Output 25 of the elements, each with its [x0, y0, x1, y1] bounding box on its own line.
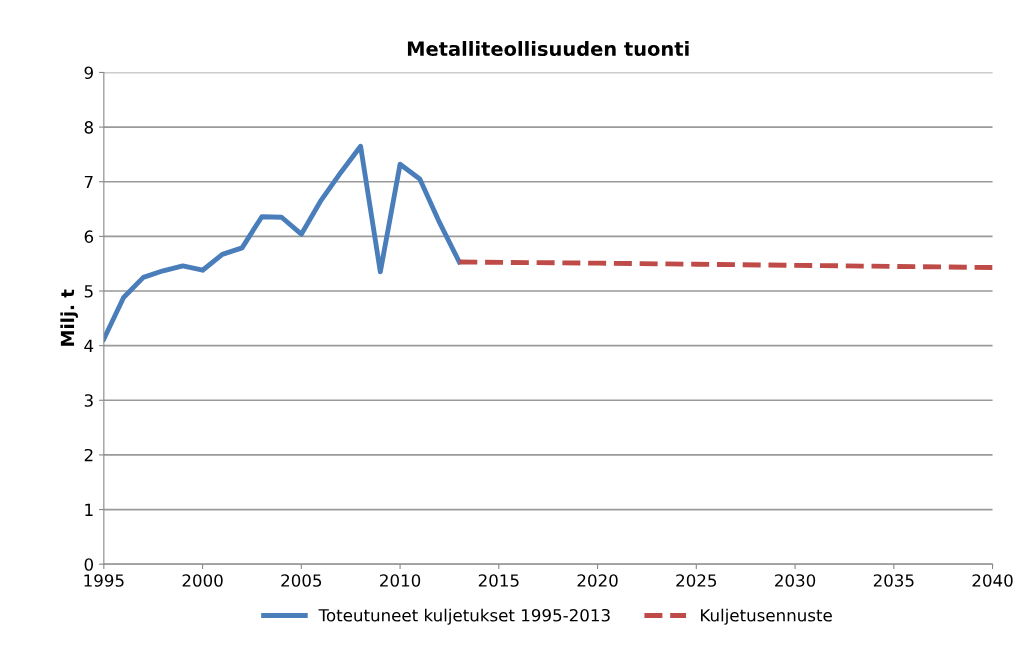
x-tick-label: 2010 [380, 574, 421, 587]
y-tick-label: 4 [84, 339, 94, 352]
y-tick-label: 1 [85, 503, 93, 516]
x-tick-label: 2015 [478, 574, 519, 587]
y-axis-title: Milj. t [60, 289, 78, 346]
x-tick-label: 2000 [182, 574, 223, 587]
y-tick-label: 5 [84, 285, 93, 298]
y-tick-label: 0 [84, 558, 94, 571]
x-tick-label: 1995 [84, 574, 124, 587]
x-tick-label: 2020 [577, 574, 618, 587]
y-tick-label: 8 [84, 121, 93, 134]
x-tick-label: 2025 [676, 574, 717, 587]
legend-label: Toteutuneet kuljetukset 1995-2013 [318, 608, 610, 625]
x-tick-label: 2030 [775, 574, 816, 587]
legend-label: Kuljetusennuste [701, 608, 832, 625]
y-tick-label: 3 [84, 394, 93, 407]
chart-title: Metalliteollisuuden tuonti [407, 41, 689, 57]
y-tick-label: 2 [84, 448, 93, 462]
y-tick-label: 6 [84, 230, 94, 243]
y-tick-label: 9 [84, 66, 93, 80]
line-series [103, 143, 462, 342]
x-tick-label: 2005 [281, 574, 322, 587]
y-tick-label: 7 [84, 175, 93, 189]
x-tick-label: 2040 [972, 574, 1013, 587]
x-tick-label: 2035 [873, 574, 914, 587]
